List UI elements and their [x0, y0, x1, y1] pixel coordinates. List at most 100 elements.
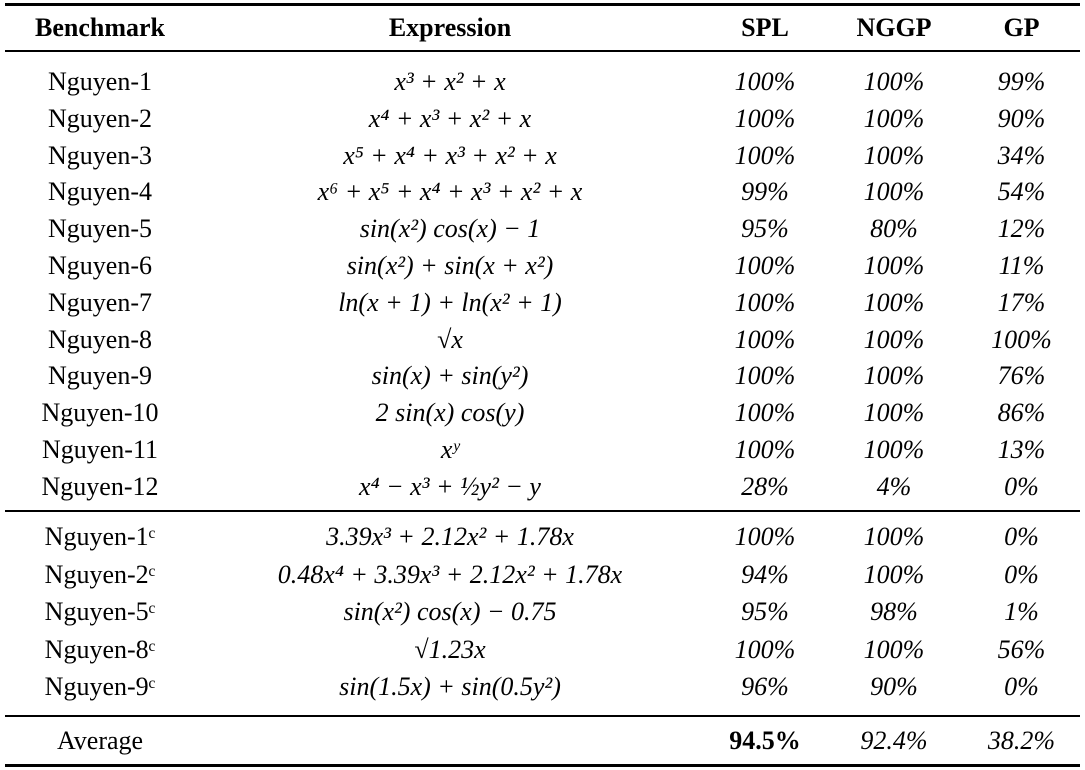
benchmark-cell: Nguyen-8ᶜ	[44, 634, 156, 664]
nggp-cell: 100%	[863, 67, 925, 96]
benchmark-cell: Nguyen-1	[48, 67, 152, 96]
benchmark-cell: Nguyen-1ᶜ	[44, 522, 156, 551]
nggp-cell: 100%	[863, 398, 925, 428]
benchmark-cell: Nguyen-11	[41, 435, 158, 464]
table-row: Nguyen-5 sin(x²) cos(x) − 1 95% 80% 12%	[0, 210, 1085, 247]
expression-cell: 0.48x⁴ + 3.39x³ + 2.12x² + 1.78x	[277, 559, 623, 589]
benchmark-cell: Nguyen-5	[48, 214, 152, 244]
spl-cell: 100%	[734, 398, 796, 428]
gp-cell: 99%	[997, 67, 1046, 96]
nggp-cell: 100%	[863, 361, 925, 391]
gp-cell: 11%	[998, 251, 1045, 280]
table-row: Nguyen-11 xʸ 100% 100% 13%	[0, 431, 1085, 468]
gp-cell: 86%	[997, 398, 1046, 428]
expression-cell: x⁵ + x⁴ + x³ + x² + x	[343, 140, 557, 170]
benchmark-cell: Nguyen-3	[48, 140, 152, 170]
gp-cell: 90%	[997, 103, 1046, 133]
gp-cell: 56%	[997, 634, 1046, 664]
spl-cell: 100%	[734, 140, 796, 170]
col-expression-header: Expression	[388, 13, 512, 42]
spl-cell: 100%	[734, 634, 796, 664]
table-row: Nguyen-12 x⁴ − x³ + ½y² − y 28% 4% 0%	[0, 468, 1085, 505]
nggp-cell: 100%	[863, 559, 925, 589]
benchmark-cell: Nguyen-8	[48, 324, 152, 354]
col-spl-header: SPL	[741, 13, 789, 42]
spl-cell: 100%	[734, 103, 796, 133]
nggp-cell: 100%	[863, 103, 925, 133]
benchmark-cell: Nguyen-2	[48, 103, 152, 133]
spl-cell: 95%	[741, 597, 789, 626]
table-row: Nguyen-8 √x 100% 100% 100%	[0, 321, 1085, 358]
benchmark-cell: Nguyen-6	[48, 251, 152, 280]
spl-cell: 100%	[734, 324, 796, 354]
gp-cell: 54%	[997, 177, 1046, 207]
benchmark-cell: Nguyen-4	[48, 177, 152, 207]
group-separator-rule	[5, 510, 1080, 512]
spl-cell: 95%	[741, 214, 789, 244]
expression-cell: x³ + x² + x	[394, 67, 506, 96]
gp-cell: 1%	[1004, 597, 1039, 626]
gp-cell: 0%	[1004, 672, 1039, 701]
header-rule	[5, 50, 1080, 52]
nggp-cell: 100%	[863, 324, 925, 354]
nggp-cell: 90%	[870, 672, 918, 701]
expression-cell: x⁶ + x⁵ + x⁴ + x³ + x² + x	[317, 177, 583, 207]
expression-cell: 2 sin(x) cos(y)	[375, 398, 525, 428]
average-rule	[5, 715, 1080, 717]
spl-cell: 99%	[741, 177, 789, 207]
average-gp: 38.2%	[987, 726, 1056, 755]
nggp-cell: 100%	[863, 522, 925, 551]
table-row: Nguyen-1ᶜ 3.39x³ + 2.12x² + 1.78x 100% 100%…	[0, 518, 1085, 555]
gp-cell: 76%	[997, 361, 1046, 391]
expression-cell: sin(x²) + sin(x + x²)	[346, 251, 554, 280]
benchmark-cell: Nguyen-2ᶜ	[44, 559, 156, 589]
expression-cell: √1.23x	[414, 634, 486, 664]
benchmark-cell: Nguyen-9	[48, 361, 152, 391]
nggp-cell: 98%	[870, 597, 918, 626]
gp-cell: 0%	[1004, 471, 1039, 501]
nggp-cell: 80%	[870, 214, 918, 244]
gp-cell: 34%	[997, 140, 1046, 170]
expression-cell: sin(x²) cos(x) − 1	[359, 214, 541, 244]
table-row: Nguyen-4 x⁶ + x⁵ + x⁴ + x³ + x² + x 99% 100…	[0, 173, 1085, 210]
table-row: Nguyen-2 x⁴ + x³ + x² + x 100% 100% 90%	[0, 100, 1085, 137]
nggp-cell: 100%	[863, 140, 925, 170]
average-row: Average 94.5% 92.4% 38.2%	[0, 722, 1085, 759]
nggp-cell: 100%	[863, 634, 925, 664]
average-expression	[200, 722, 700, 759]
gp-cell: 17%	[997, 287, 1046, 317]
expression-cell: 3.39x³ + 2.12x² + 1.78x	[326, 522, 574, 551]
gp-cell: 12%	[997, 214, 1046, 244]
gp-cell: 100%	[991, 324, 1052, 354]
average-nggp: 92.4%	[860, 726, 928, 755]
gp-cell: 0%	[1004, 559, 1039, 589]
benchmark-cell: Nguyen-10	[41, 398, 159, 428]
expression-cell: xʸ	[440, 435, 460, 464]
average-spl: 94.5%	[729, 726, 801, 755]
col-gp-header: GP	[1003, 13, 1040, 42]
spl-cell: 28%	[741, 471, 789, 501]
table-row: Nguyen-5ᶜ sin(x²) cos(x) − 0.75 95% 98% 1%	[0, 593, 1085, 630]
table-row: Nguyen-1 x³ + x² + x 100% 100% 99%	[0, 63, 1085, 100]
expression-cell: sin(1.5x) + sin(0.5y²)	[339, 672, 561, 701]
bottom-rule	[5, 764, 1080, 767]
expression-cell: x⁴ + x³ + x² + x	[368, 103, 532, 133]
col-benchmark-header: Benchmark	[35, 13, 165, 42]
gp-cell: 13%	[997, 435, 1046, 464]
spl-cell: 100%	[734, 435, 796, 464]
table-row: Nguyen-7 ln(x + 1) + ln(x² + 1) 100% 100% 17…	[0, 284, 1085, 321]
spl-cell: 100%	[734, 287, 796, 317]
spl-cell: 100%	[734, 251, 796, 280]
spl-cell: 100%	[734, 67, 796, 96]
average-label: Average	[56, 726, 144, 755]
nggp-cell: 100%	[863, 435, 925, 464]
expression-cell: sin(x²) cos(x) − 0.75	[343, 597, 557, 626]
top-rule	[5, 3, 1080, 6]
expression-cell: √x	[437, 324, 463, 354]
benchmark-cell: Nguyen-12	[41, 471, 159, 501]
table-row: Nguyen-3 x⁵ + x⁴ + x³ + x² + x 100% 100% 34%	[0, 137, 1085, 174]
table-row: Nguyen-9 sin(x) + sin(y²) 100% 100% 76%	[0, 357, 1085, 394]
spl-cell: 94%	[741, 559, 789, 589]
nggp-cell: 100%	[863, 251, 925, 280]
col-nggp-header: NGGP	[856, 13, 932, 42]
